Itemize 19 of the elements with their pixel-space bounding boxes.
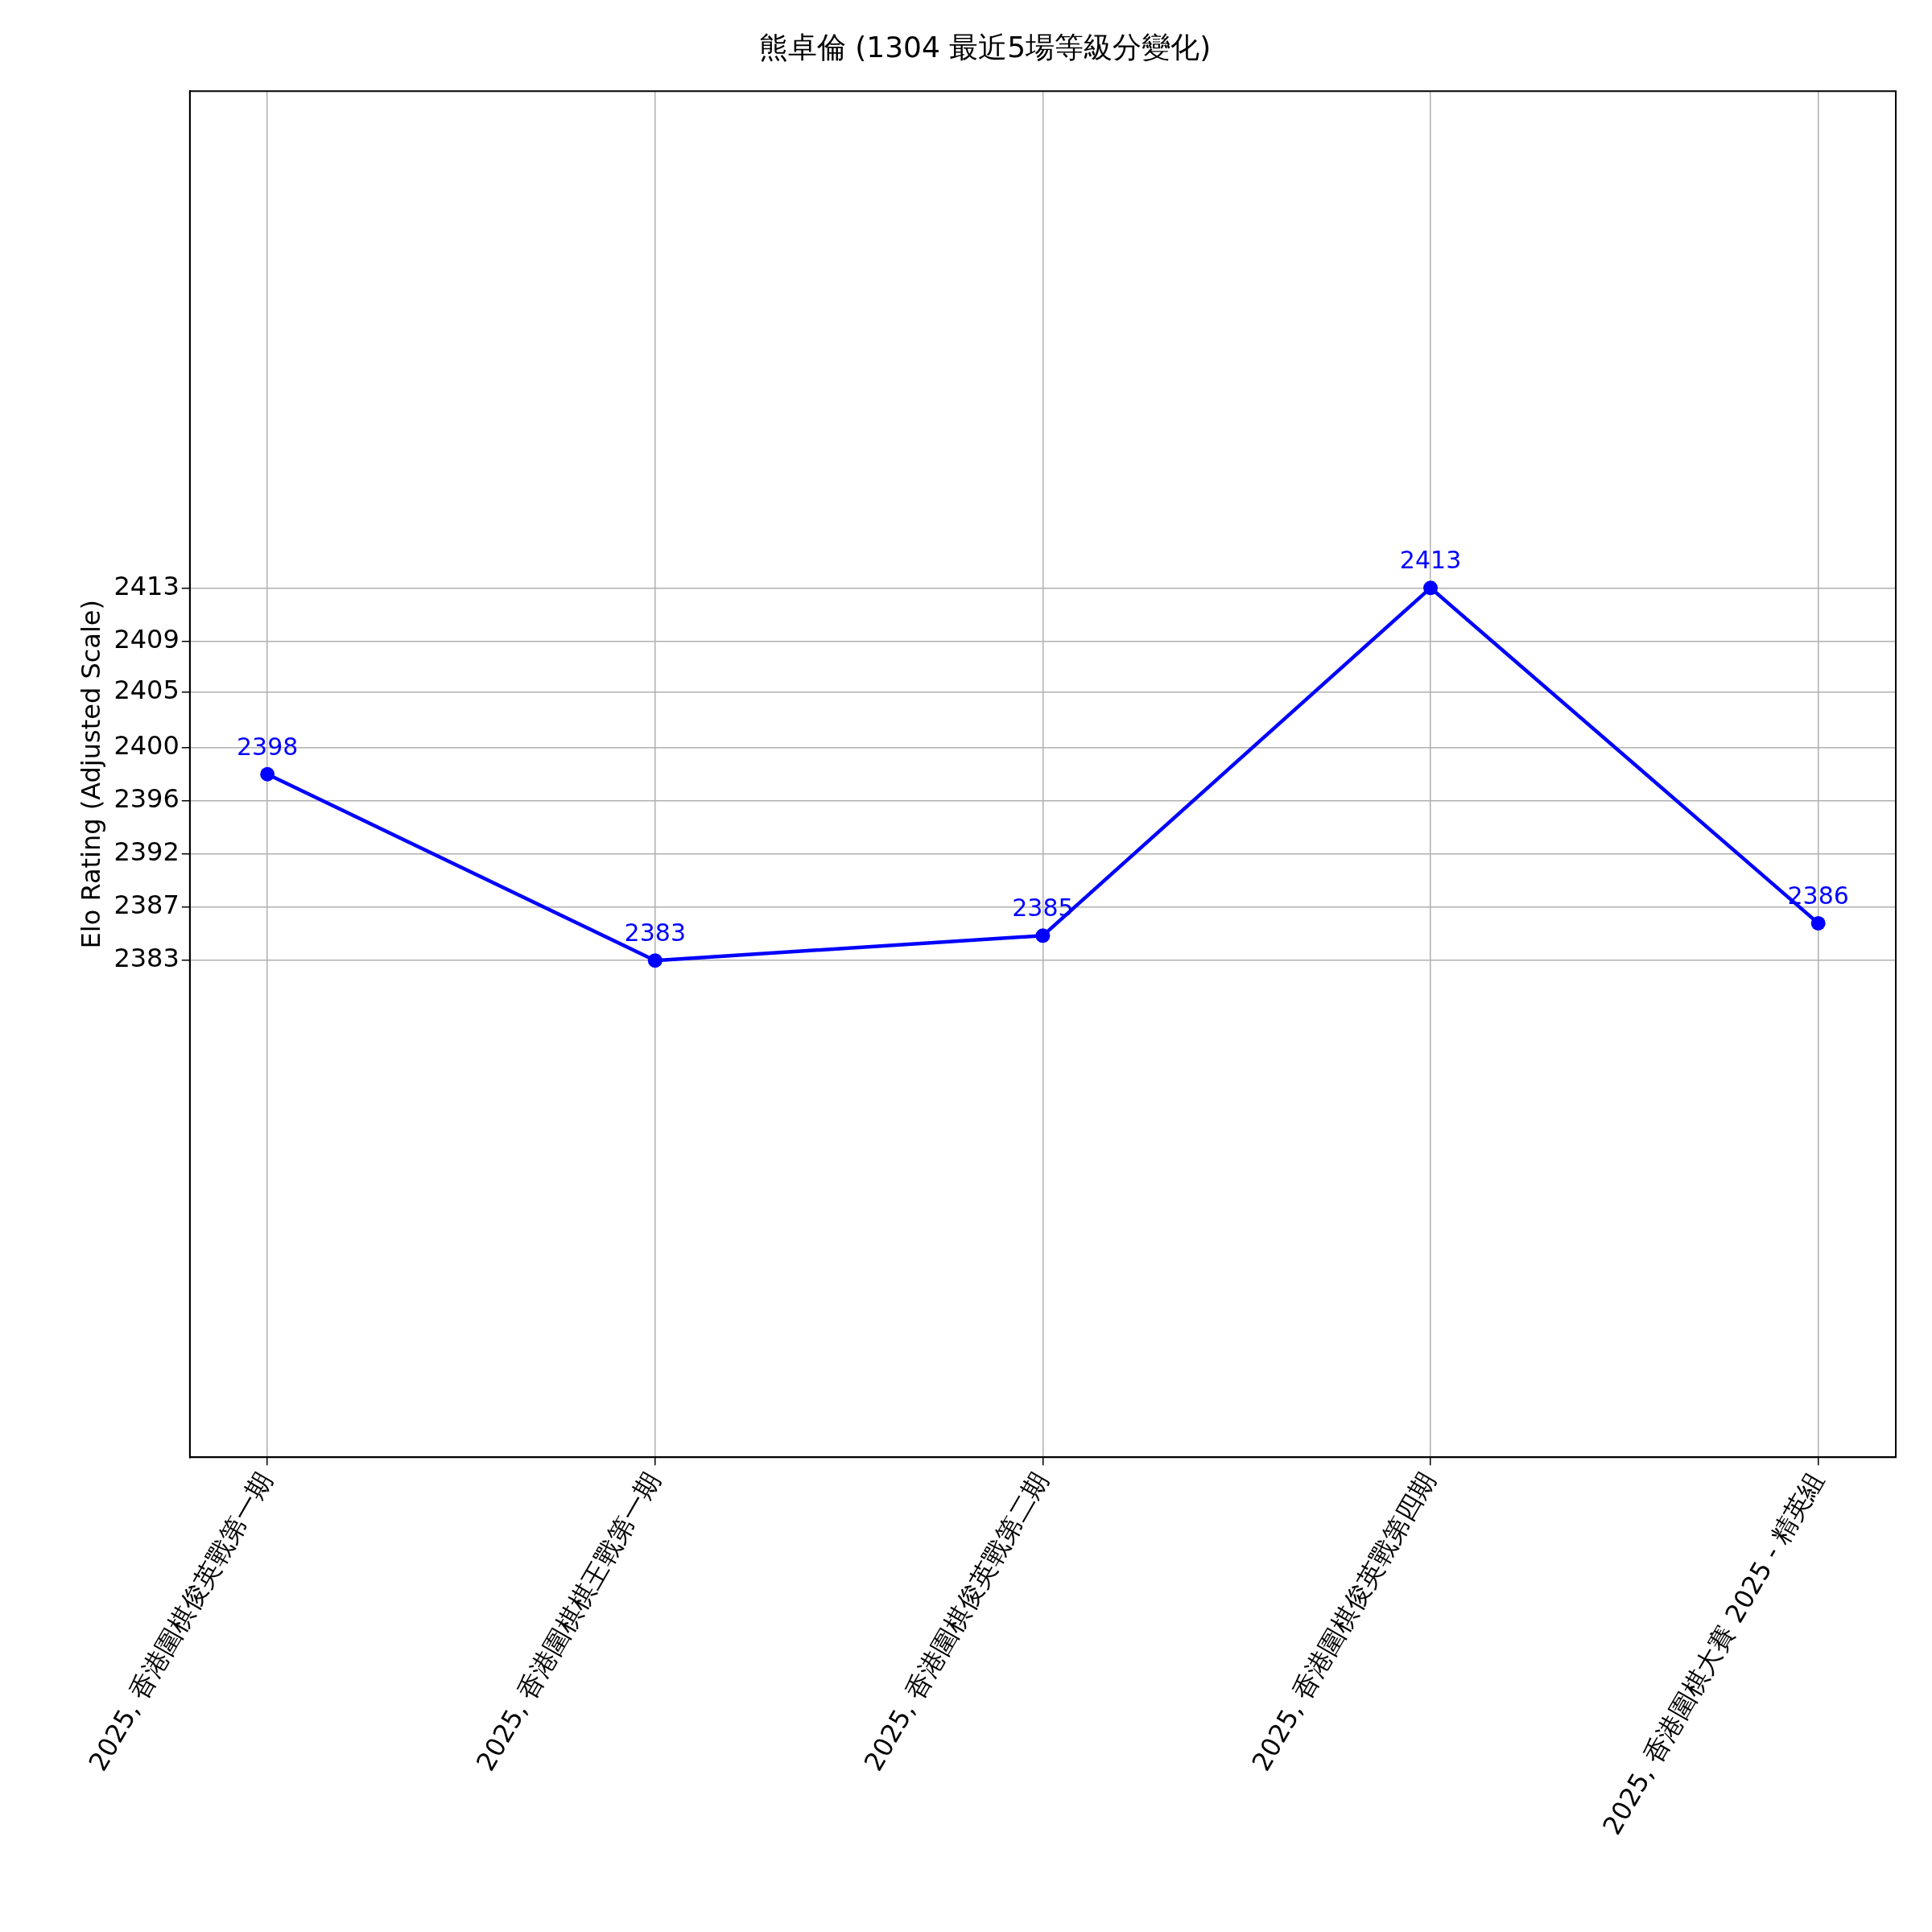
point xyxy=(1423,580,1439,596)
data-label: 2383 xyxy=(624,918,686,947)
data-label: 2386 xyxy=(1787,881,1849,910)
point xyxy=(260,766,275,782)
y-tick-label: 2396 xyxy=(114,783,180,815)
y-axis-title: Elo Rating (Adjusted Scale) xyxy=(75,600,106,949)
data-label: 2413 xyxy=(1399,546,1462,575)
chart-title: 熊卓倫 (1304 最近5場等級分變化) xyxy=(758,30,1212,64)
y-tick-label: 2413 xyxy=(114,570,180,601)
y-tick-label: 2405 xyxy=(114,675,180,706)
point xyxy=(1810,915,1826,931)
y-tick-label: 2383 xyxy=(114,943,180,974)
y-tick-label: 2409 xyxy=(114,623,180,654)
point xyxy=(1035,928,1051,943)
data-label: 2398 xyxy=(236,732,299,761)
y-tick-label: 2387 xyxy=(114,890,180,921)
point xyxy=(647,953,663,968)
y-tick-label: 2392 xyxy=(114,836,180,868)
y-tick-label: 2400 xyxy=(114,730,180,762)
